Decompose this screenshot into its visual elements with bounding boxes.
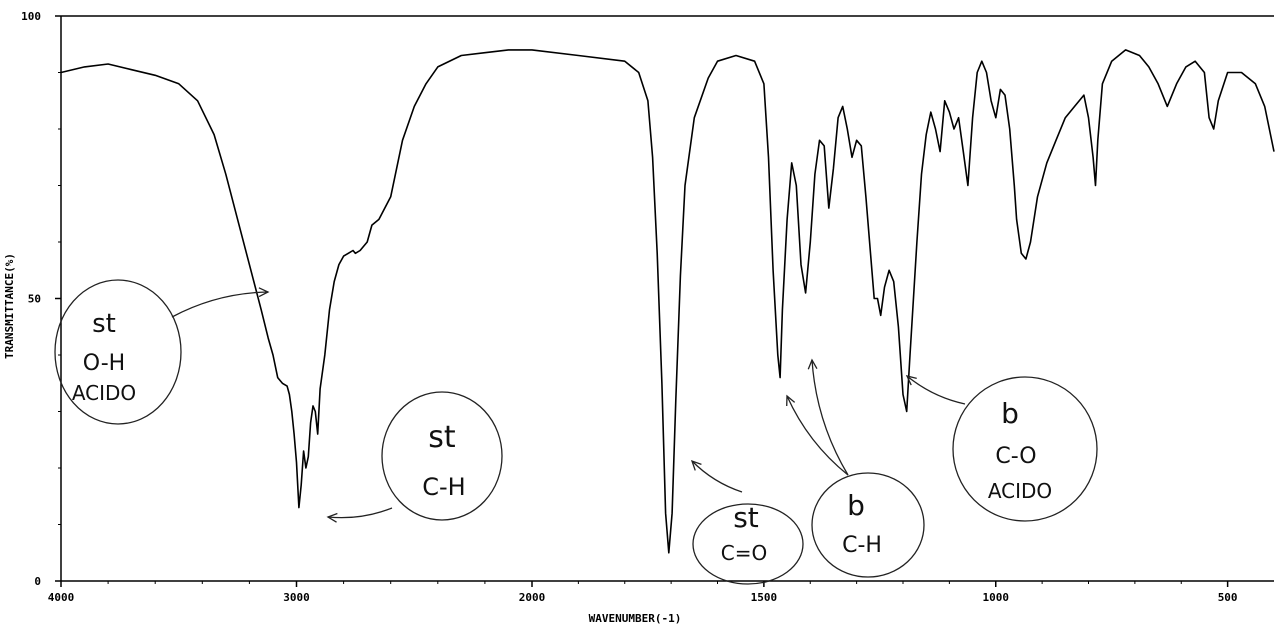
annotation-circle <box>54 279 182 425</box>
handwritten-annotations: st O-H ACIDO st C-H st C=O b C-H b C-O ACIDO <box>54 279 1098 585</box>
annotation-text: C-H <box>422 473 465 501</box>
annotation-arrow <box>327 507 393 519</box>
y-tick-label: 50 <box>28 293 41 306</box>
x-axis-label: WAVENUMBER(-1) <box>589 612 682 625</box>
annotation-text: C=O <box>721 541 767 565</box>
annotation-text: ACIDO <box>72 381 136 405</box>
annotation-circle <box>692 503 804 585</box>
annotation-arrow <box>786 395 849 476</box>
x-tick-label: 3000 <box>283 591 310 604</box>
x-tick-label: 1500 <box>751 591 778 604</box>
x-tick-label: 4000 <box>48 591 75 604</box>
annotation-arrow-head <box>258 287 270 298</box>
annotation-arrow-head <box>690 459 702 471</box>
annotation-circle <box>381 391 503 521</box>
annotation-arrow <box>811 359 849 476</box>
x-tick-label: 2000 <box>519 591 546 604</box>
annotation-text: st <box>733 501 759 534</box>
y-tick-label: 0 <box>34 575 41 588</box>
annotation-circle <box>811 472 925 578</box>
annotation-arrow <box>906 375 966 405</box>
plot-frame <box>60 15 1274 582</box>
y-axis-label: TRANSMITTANCE(%) <box>3 253 16 359</box>
annotation-arrow-head <box>807 358 818 370</box>
x-tick-label: 1000 <box>983 591 1010 604</box>
annotation-text: O-H <box>83 351 125 376</box>
annotation-text: st <box>428 420 456 455</box>
annotation-arrow-head <box>786 394 796 407</box>
annotation-arrow <box>171 291 269 318</box>
annotation-text: st <box>92 309 116 339</box>
spectrum-line <box>60 49 1275 554</box>
annotation-text: b <box>1001 397 1019 430</box>
annotation-arrow-head <box>905 375 917 386</box>
annotation-text: ACIDO <box>988 479 1052 503</box>
annotation-text: b <box>847 489 865 522</box>
x-axis-ticks: 4000 3000 2000 1500 1000 500 <box>48 581 1238 604</box>
annotation-arrow <box>691 460 743 493</box>
annotation-arrow-head <box>326 512 338 523</box>
annotation-text: C-O <box>995 444 1036 469</box>
annotation-circle <box>952 376 1098 522</box>
y-axis-ticks: 100 50 0 <box>21 10 61 588</box>
annotation-text: C-H <box>842 533 882 558</box>
x-tick-label: 500 <box>1218 591 1238 604</box>
y-tick-label: 100 <box>21 10 41 23</box>
